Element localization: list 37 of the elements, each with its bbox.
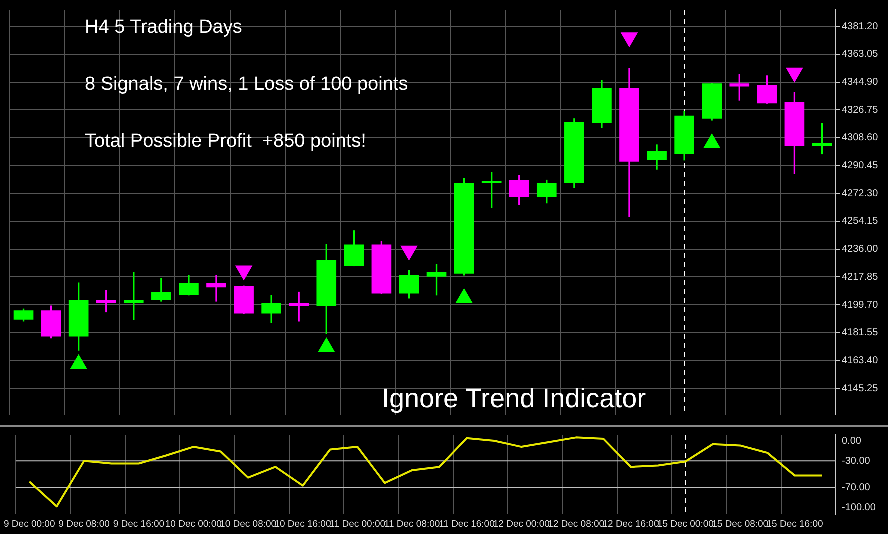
y-tick-label: -100.00 <box>842 502 876 514</box>
y-tick-label: 4145.25 <box>842 383 879 394</box>
x-tick-label: 12 Dec 00:00 <box>493 518 550 530</box>
x-tick-label: 15 Dec 16:00 <box>766 518 824 530</box>
x-tick-label: 10 Dec 16:00 <box>274 518 332 530</box>
y-tick-label: 4163.40 <box>842 355 879 366</box>
y-tick-label: 4326.75 <box>842 104 879 116</box>
x-tick-label: 15 Dec 08:00 <box>712 518 769 530</box>
annotation: 8 Signals, 7 wins, 1 Loss of 100 points <box>85 74 408 96</box>
x-tick-label: 11 Dec 16:00 <box>439 518 495 530</box>
x-tick-label: 10 Dec 08:00 <box>220 518 277 530</box>
x-tick-label: 15 Dec 00:00 <box>657 518 714 530</box>
x-tick-label: 12 Dec 16:00 <box>602 518 660 530</box>
y-tick-label: 4381.20 <box>842 21 879 32</box>
x-tick-label: 12 Dec 08:00 <box>548 518 605 530</box>
x-tick-label: 9 Dec 16:00 <box>113 518 165 530</box>
y-tick-label: 4344.90 <box>842 77 879 88</box>
y-tick-label: 4217.85 <box>842 272 879 283</box>
x-tick-label: 11 Dec 08:00 <box>384 518 440 530</box>
y-tick-label: 0.00 <box>842 436 862 447</box>
x-tick-label: 10 Dec 00:00 <box>165 518 222 530</box>
x-tick-label: 11 Dec 00:00 <box>330 518 386 530</box>
x-tick-label: 9 Dec 00:00 <box>4 518 56 530</box>
y-tick-label: 4363.05 <box>842 49 879 60</box>
y-tick-label: 4254.15 <box>842 216 879 228</box>
y-tick-label: 4236.00 <box>842 244 879 256</box>
y-tick-label: 4181.55 <box>842 328 879 339</box>
y-tick-label: 4199.70 <box>842 300 879 311</box>
y-tick-label: 4308.60 <box>842 132 879 144</box>
annotation: Total Possible Profit +850 points! <box>85 131 366 152</box>
x-tick-label: 9 Dec 08:00 <box>58 518 110 530</box>
y-tick-label: 4290.45 <box>842 160 879 172</box>
y-tick-label: 4272.30 <box>842 188 879 200</box>
annotation: Ignore Trend Indicator <box>382 383 646 414</box>
y-tick-label: -30.00 <box>842 456 871 467</box>
annotation: H4 5 Trading Days <box>85 17 242 38</box>
y-tick-label: -70.00 <box>842 482 871 494</box>
